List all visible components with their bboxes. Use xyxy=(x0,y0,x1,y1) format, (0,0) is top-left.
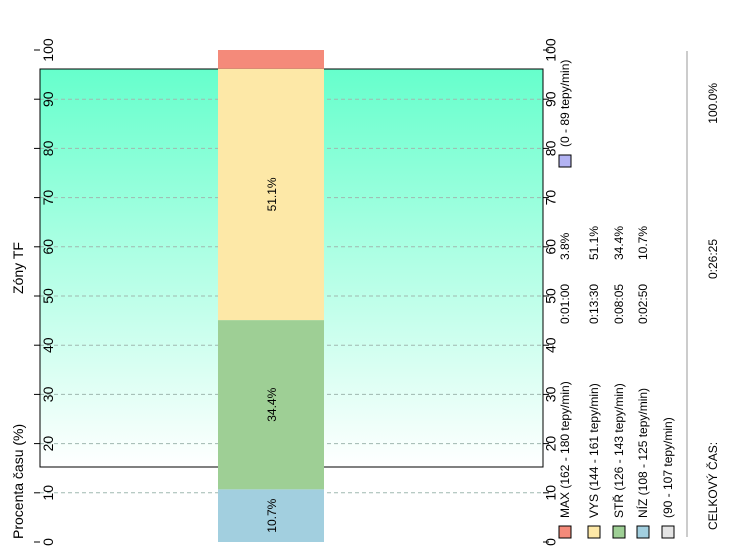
legend-time-vys: 0:13:30 xyxy=(587,284,601,324)
legend-swatch-str xyxy=(612,525,626,539)
stacked-bar: 10.7% 34.4% 51.1% xyxy=(218,50,324,542)
legend: MAX (162 - 180 tepy/min) 0:01:00 3.8% VYS (… xyxy=(558,60,675,539)
tick-label-right: 40 xyxy=(543,337,559,353)
bar-segment-max xyxy=(218,50,324,69)
y-axis-title: Procenta času (%) xyxy=(10,424,26,539)
bar-label-vys: 51.1% xyxy=(265,177,279,211)
tick-label-left: 70 xyxy=(40,190,56,206)
legend-time-niz: 0:02:50 xyxy=(636,284,650,324)
tick-label-left: 50 xyxy=(40,288,56,304)
tick-label-right: 70 xyxy=(543,190,559,206)
tick-label-left: 100 xyxy=(40,38,56,62)
bar-segment-vys xyxy=(218,68,324,321)
bar-segment-niz xyxy=(218,489,324,542)
tick-label-right: 0 xyxy=(543,538,559,546)
chart-title: Zóny TF xyxy=(10,242,26,294)
bar-segment-str xyxy=(218,320,324,490)
tick-label-right: 80 xyxy=(543,140,559,156)
legend-percent-niz: 10.7% xyxy=(636,226,650,260)
legend-swatch-z0 xyxy=(558,154,572,168)
total-time: 0:26:25 xyxy=(706,239,720,279)
legend-swatch-vys xyxy=(587,525,601,539)
legend-label-max: MAX (162 - 180 tepy/min) xyxy=(558,381,572,518)
tick-label-left: 10 xyxy=(40,485,56,501)
legend-percent-vys: 51.1% xyxy=(587,226,601,260)
tick-label-right: 30 xyxy=(543,386,559,402)
legend-percent-max: 3.8% xyxy=(558,232,572,260)
total-label: CELKOVÝ ČAS: xyxy=(705,442,720,530)
bar-label-niz: 10.7% xyxy=(265,498,279,532)
tick-label-right: 100 xyxy=(543,38,559,62)
tick-label-right: 60 xyxy=(543,239,559,255)
tick-label-right: 50 xyxy=(543,288,559,304)
legend-time-max: 0:01:00 xyxy=(558,284,572,324)
legend-percent-str: 34.4% xyxy=(612,226,626,260)
legend-label-str: STŘ (126 - 143 tepy/min) xyxy=(611,383,626,518)
legend-label-niz: NÍZ (108 - 125 tepy/min) xyxy=(635,388,650,518)
legend-label-z90: (90 - 107 tepy/min) xyxy=(661,417,675,518)
tick-label-left: 20 xyxy=(40,436,56,452)
bar-label-str: 34.4% xyxy=(265,387,279,421)
tick-label-left: 40 xyxy=(40,337,56,353)
legend-label-z0: (0 - 89 tepy/min) xyxy=(558,60,572,147)
total-percent: 100.0% xyxy=(706,83,720,124)
legend-time-str: 0:08:05 xyxy=(612,284,626,324)
tick-label-left: 30 xyxy=(40,386,56,402)
legend-swatch-z90 xyxy=(661,525,675,539)
tick-label-right: 10 xyxy=(543,485,559,501)
tick-label-right: 20 xyxy=(543,436,559,452)
legend-swatch-niz xyxy=(636,525,650,539)
tick-label-left: 0 xyxy=(40,538,56,546)
tick-label-left: 90 xyxy=(40,91,56,107)
tick-label-right: 90 xyxy=(543,91,559,107)
tick-label-left: 60 xyxy=(40,239,56,255)
legend-swatch-max xyxy=(558,525,572,539)
tick-label-left: 80 xyxy=(40,140,56,156)
axis-ticks: 0 0 10 10 20 20 30 30 40 40 50 50 60 60 70 70 80 80 90 90 10… xyxy=(34,38,559,546)
legend-label-vys: VYS (144 - 161 tepy/min) xyxy=(587,383,601,518)
